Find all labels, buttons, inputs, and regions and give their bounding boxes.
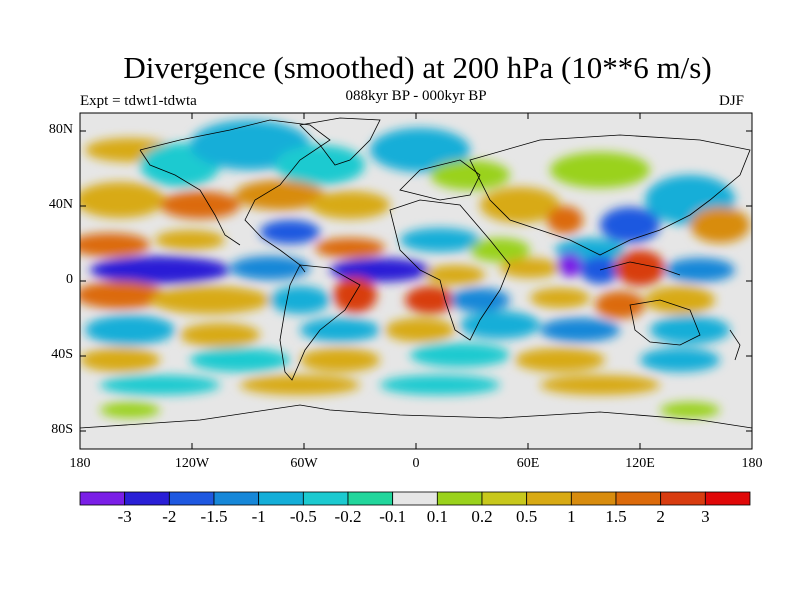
colorbar-label: 1 <box>567 507 576 526</box>
colorbar-swatch <box>302 491 349 506</box>
colorbar-swatch <box>660 491 706 506</box>
colorbar-label: 0.2 <box>471 507 493 526</box>
x-tick-label: 180 <box>741 456 763 471</box>
x-tick-label: 180 <box>69 456 91 471</box>
page-title: Divergence (smoothed) at 200 hPa (10**6 … <box>123 50 712 85</box>
divergence-field <box>80 120 750 418</box>
colorbar-label: -0.1 <box>379 507 407 526</box>
x-tick-label: 0 <box>412 456 420 471</box>
y-tick-label: 40S <box>51 347 73 362</box>
colorbar-label: -3 <box>117 507 132 526</box>
season-label: DJF <box>719 93 745 109</box>
north-america-coast <box>139 119 331 273</box>
colorbar-swatch <box>526 491 572 506</box>
colorbar-swatch <box>570 491 617 506</box>
colorbar-label: -2 <box>162 507 177 526</box>
colorbar-label: 0.5 <box>516 507 538 526</box>
colorbar-swatch <box>436 491 483 506</box>
map-panel <box>80 113 752 449</box>
africa-coast <box>389 199 511 341</box>
colorbar-label: 0.1 <box>426 507 448 526</box>
colorbar-label: -1 <box>251 507 266 526</box>
colorbar-swatch <box>347 491 394 506</box>
colorbar-label: -0.5 <box>289 507 317 526</box>
colorbar-swatch <box>213 491 260 506</box>
axis-ticks <box>80 113 752 449</box>
x-tick-label: 60W <box>290 456 318 471</box>
colorbar-swatch <box>258 491 304 506</box>
experiment-label: Expt = tdwt1-tdwta <box>80 93 197 109</box>
greenland-coast <box>299 117 381 166</box>
x-tick-label: 120W <box>174 456 210 471</box>
australia-coast <box>629 299 701 346</box>
coastlines <box>80 117 752 429</box>
y-tick-label: 80N <box>48 122 73 137</box>
colorbar-swatch <box>615 491 662 506</box>
colorbar-label: 1.5 <box>605 507 627 526</box>
colorbar-swatch <box>392 491 438 506</box>
maritime-continent-coast <box>599 261 681 276</box>
colorbar-label: 2 <box>656 507 665 526</box>
new-zealand-coast <box>729 329 741 361</box>
colorbar-label: -0.2 <box>334 507 362 526</box>
colorbar <box>79 491 751 506</box>
colorbar-label: 3 <box>701 507 710 526</box>
asia-coast <box>469 134 751 256</box>
x-tick-label: 60E <box>516 456 540 471</box>
period-label: 088kyr BP - 000kyr BP <box>345 88 487 104</box>
colorbar-swatch <box>168 491 215 506</box>
colorbar-label: -1.5 <box>200 507 228 526</box>
colorbar-swatch <box>124 491 170 506</box>
south-america-coast <box>279 264 361 381</box>
europe-coast <box>399 159 481 201</box>
colorbar-swatch <box>79 491 126 506</box>
y-tick-label: 40N <box>48 197 73 212</box>
x-tick-label: 120E <box>625 456 655 471</box>
colorbar-swatch <box>704 491 751 506</box>
north-america-west-coast <box>139 149 241 246</box>
y-tick-label: 0 <box>66 272 73 287</box>
y-tick-label: 80S <box>51 422 73 437</box>
colorbar-swatch <box>481 491 528 506</box>
antarctica-coast <box>80 404 752 429</box>
